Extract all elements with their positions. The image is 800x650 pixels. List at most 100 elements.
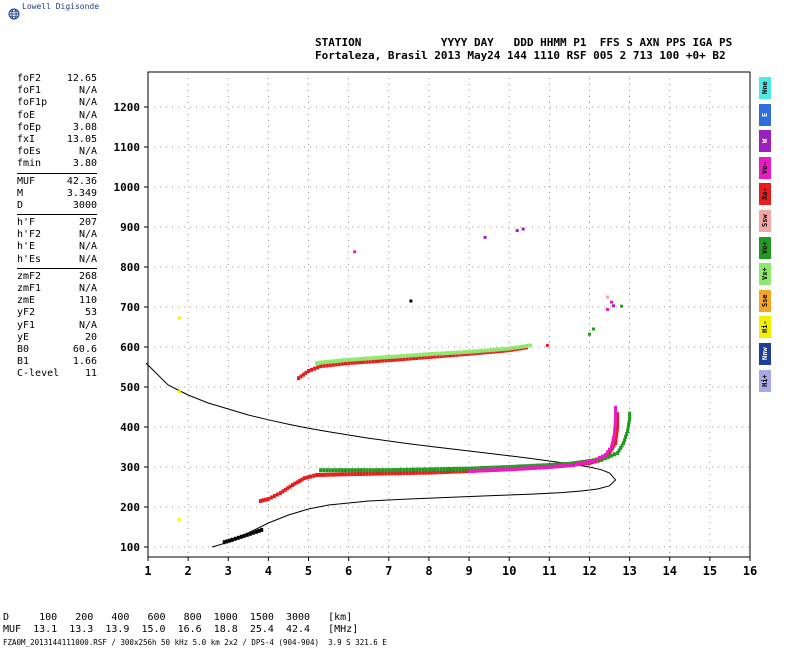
echo-point	[353, 250, 357, 254]
echo-mark	[498, 347, 502, 352]
echo-mark	[616, 451, 620, 455]
echo-mark	[350, 360, 354, 365]
echo-mark	[353, 357, 357, 362]
param-value: 13.05	[66, 133, 97, 145]
param-key: B1	[17, 356, 30, 368]
echo-mark	[476, 466, 480, 471]
x-tick-label: 16	[743, 564, 757, 578]
echo-mark	[449, 350, 452, 355]
echo-mark	[288, 484, 292, 489]
echo-mark	[464, 469, 468, 474]
param-row: h'Es N/A	[17, 254, 97, 266]
param-value: 3.349	[66, 187, 97, 199]
param-separator	[17, 172, 97, 174]
param-value: 3.80	[72, 158, 97, 170]
echo-mark	[412, 356, 415, 361]
echo-mark	[614, 405, 618, 410]
echo-mark	[350, 357, 354, 362]
echo-mark	[338, 358, 342, 363]
echo-mark	[442, 351, 446, 356]
echo-mark	[430, 354, 434, 359]
echo-mark	[306, 475, 309, 480]
param-key: fmin	[17, 158, 42, 170]
echo-mark	[408, 353, 412, 358]
echo-mark	[614, 414, 618, 419]
echo-mark	[347, 361, 351, 365]
param-key: foEs	[17, 146, 42, 158]
echo-mark	[375, 355, 378, 360]
echo-mark	[528, 343, 532, 348]
echo-mark	[520, 466, 523, 471]
echo-mark	[322, 468, 326, 473]
echo-mark	[418, 470, 422, 475]
echo-mark	[427, 467, 431, 472]
echo-mark	[338, 472, 342, 477]
echo-mark	[300, 477, 304, 482]
echo-mark	[286, 486, 290, 491]
echo-mark	[365, 471, 369, 476]
echo-mark	[248, 531, 252, 536]
echo-mark	[307, 369, 310, 373]
echo-mark	[501, 465, 505, 470]
echo-mark	[319, 468, 323, 473]
echo-mark	[616, 418, 620, 423]
echo-mark	[264, 497, 268, 502]
echo-mark	[520, 464, 523, 469]
echo-mark	[412, 353, 415, 358]
echo-mark	[614, 417, 618, 421]
echo-mark	[608, 447, 611, 452]
x-tick-label: 8	[425, 564, 432, 578]
param-row: foEs N/A	[17, 146, 97, 158]
echo-mark	[430, 470, 434, 475]
echo-mark	[467, 349, 471, 354]
legend-item: Hi-	[759, 316, 771, 339]
echo-mark	[486, 348, 490, 353]
echo-mark	[424, 467, 428, 472]
echo-mark	[501, 467, 505, 472]
echo-mark	[365, 359, 369, 364]
echo-mark	[309, 474, 312, 479]
echo-mark	[613, 452, 616, 457]
echo-mark	[257, 528, 261, 533]
echo-mark	[387, 471, 391, 476]
echo-mark	[598, 456, 601, 460]
echo-mark	[461, 352, 465, 357]
echo-mark	[627, 423, 631, 427]
echo-mark	[251, 530, 255, 535]
echo-mark	[331, 362, 335, 367]
echo-mark	[415, 467, 419, 472]
echo-point	[606, 295, 609, 299]
echo-mark	[412, 467, 415, 472]
param-value: N/A	[78, 229, 97, 241]
echo-mark	[529, 466, 533, 471]
echo-mark	[415, 353, 419, 358]
echo-mark	[402, 467, 406, 472]
echo-mark	[607, 454, 610, 459]
echo-mark	[222, 540, 226, 545]
echo-mark	[458, 469, 462, 474]
param-row: C-level 11	[17, 368, 97, 380]
param-value: 3000	[72, 199, 97, 211]
echo-mark	[375, 359, 378, 364]
echo-mark	[378, 358, 381, 363]
echo-mark	[483, 468, 486, 473]
echo-mark	[344, 361, 347, 366]
echo-mark	[449, 353, 452, 358]
echo-mark	[390, 471, 394, 476]
echo-mark	[442, 353, 446, 358]
echo-mark	[436, 354, 440, 359]
header-line-2: Fortaleza, Brasil 2013 May24 144 1110 RS…	[315, 49, 726, 62]
param-key: h'E	[17, 241, 36, 253]
echo-mark	[368, 468, 372, 473]
param-row: B1 1.66	[17, 356, 97, 368]
echo-mark	[449, 467, 452, 471]
y-tick-label: 1200	[114, 101, 141, 114]
echo-mark	[384, 471, 388, 476]
param-key: D	[17, 199, 24, 211]
echo-mark	[467, 469, 471, 473]
echo-mark	[439, 354, 443, 358]
echo-mark	[353, 472, 357, 477]
echo-mark	[381, 355, 385, 360]
param-key: zmE	[17, 295, 36, 307]
echo-mark	[513, 345, 517, 350]
